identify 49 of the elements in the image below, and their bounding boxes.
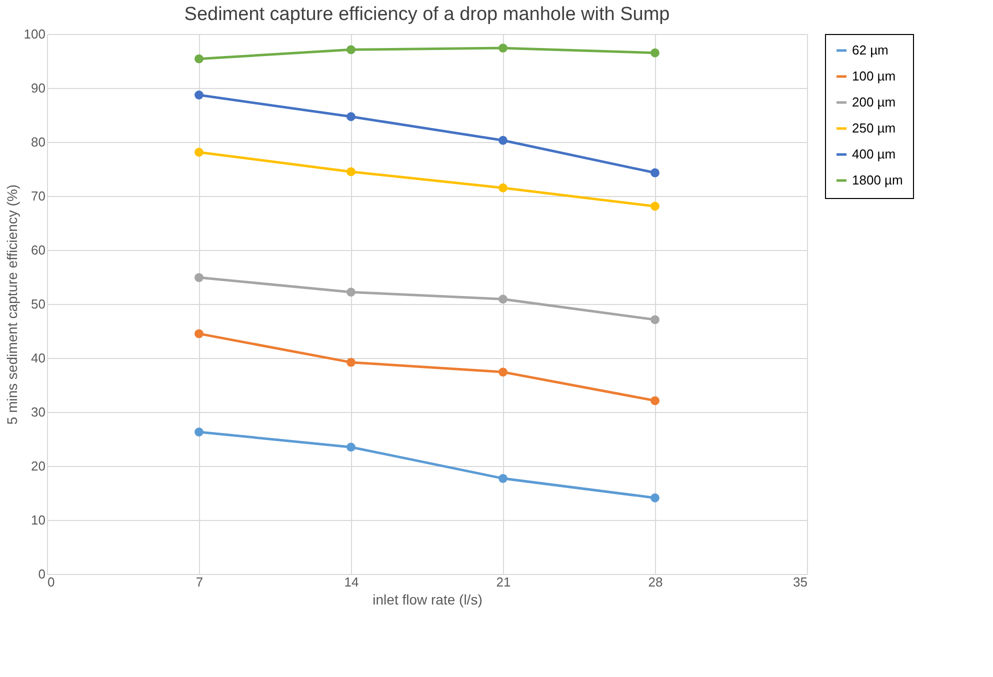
x-tick-label: 7 (196, 574, 204, 590)
point (346, 112, 356, 122)
point (650, 48, 660, 58)
point (498, 183, 508, 192)
y-axis-title: 5 mins sediment capture efficiency (%) (4, 184, 20, 425)
point (498, 368, 508, 377)
point (650, 168, 660, 178)
point (650, 202, 660, 211)
point (498, 294, 508, 304)
point (650, 396, 660, 406)
x-tick-label: 0 (48, 574, 55, 590)
point (194, 329, 204, 338)
point (498, 44, 508, 53)
y-tick-label: 60 (31, 242, 46, 258)
x-axis-title: inlet flow rate (l/s) (372, 592, 482, 608)
point (194, 428, 204, 436)
y-tick-label: 100 (24, 26, 46, 42)
y-tick-label: 80 (31, 134, 46, 150)
point (498, 136, 508, 145)
y-tick-label: 30 (31, 404, 46, 420)
legend-label: 250 µm (852, 120, 896, 136)
legend-label: 200 µm (852, 94, 896, 110)
point (346, 442, 356, 452)
y-tick-label: 90 (31, 80, 46, 96)
point (650, 493, 660, 502)
point (498, 474, 508, 483)
legend-label: 100 µm (852, 68, 896, 84)
y-tick-label: 50 (31, 296, 46, 312)
y-tick-label: 40 (31, 350, 46, 366)
legend-label: 400 µm (852, 146, 896, 162)
x-tick-label: 14 (344, 574, 359, 590)
point (346, 167, 356, 176)
x-tick-label: 21 (496, 574, 511, 590)
point (346, 358, 356, 367)
point (650, 315, 660, 324)
y-tick-label: 20 (31, 458, 46, 474)
chart-title: Sediment capture efficiency of a drop manhole with Sump (184, 4, 670, 25)
point (194, 90, 204, 100)
legend-label: 62 µm (852, 42, 888, 58)
x-tick-label: 28 (648, 574, 663, 590)
x-tick-label: 35 (793, 574, 808, 590)
point (194, 148, 204, 157)
point (346, 288, 356, 297)
legend-label: 1800 µm (852, 172, 903, 188)
y-tick-label: 70 (31, 188, 46, 204)
point (194, 273, 204, 282)
point (346, 45, 356, 54)
point (194, 54, 204, 64)
y-tick-label: 10 (31, 512, 46, 528)
